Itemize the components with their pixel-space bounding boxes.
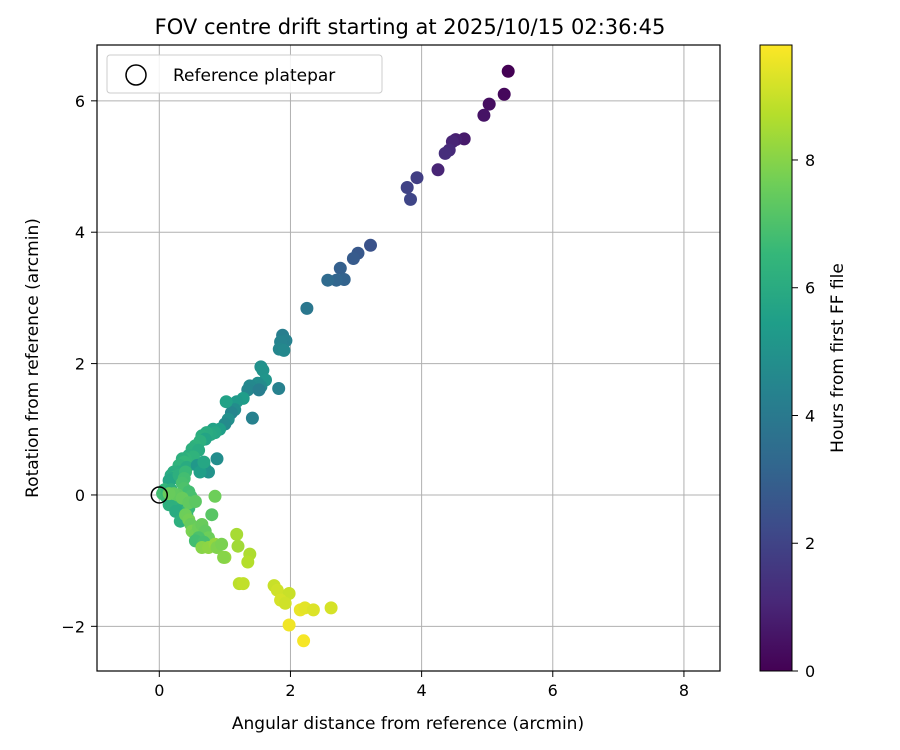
data-point	[278, 596, 292, 610]
data-point	[188, 495, 202, 508]
data-point	[272, 382, 286, 395]
data-point	[208, 489, 222, 503]
data-point	[193, 465, 207, 479]
legend: Reference platepar	[106, 54, 383, 94]
data-point	[438, 146, 452, 160]
colorbar	[759, 44, 793, 672]
x-tick-label: 8	[679, 681, 689, 700]
data-point	[219, 395, 233, 409]
data-point	[321, 273, 335, 287]
data-point	[497, 87, 511, 101]
data-point	[501, 64, 515, 78]
data-point	[297, 634, 311, 648]
x-tick-label: 2	[285, 681, 295, 700]
data-points	[156, 64, 515, 648]
x-axis-ticks: 0 2 4 6 8	[154, 671, 689, 700]
data-point	[231, 539, 245, 553]
data-point	[300, 301, 314, 315]
data-point	[346, 252, 360, 265]
y-axis-ticks: −2 0 2 4 6	[61, 92, 97, 636]
y-tick-label: 4	[75, 223, 85, 242]
data-point	[410, 171, 424, 185]
data-point	[306, 603, 320, 617]
colorbar-tick-label: 4	[805, 406, 815, 425]
data-point	[477, 108, 491, 122]
data-point	[270, 583, 284, 597]
y-tick-label: 2	[75, 355, 85, 374]
colorbar-tick-label: 6	[805, 279, 815, 298]
y-tick-label: 0	[75, 486, 85, 505]
data-point	[400, 181, 414, 194]
y-tick-label: 6	[75, 92, 85, 111]
data-point	[482, 97, 496, 111]
colorbar-tick-label: 0	[805, 662, 815, 681]
data-point	[241, 555, 255, 569]
colorbar-tick-label: 8	[805, 151, 815, 170]
colorbar-ticks: 0 2 4 6 8	[792, 151, 815, 681]
data-point	[230, 527, 244, 541]
data-point	[236, 577, 250, 591]
chart-title: FOV centre drift starting at 2025/10/15 …	[155, 15, 666, 39]
data-point	[205, 508, 219, 522]
data-point	[431, 163, 445, 177]
data-point	[252, 383, 266, 397]
data-point	[217, 550, 231, 564]
data-point	[324, 601, 338, 615]
x-axis-label: Angular distance from reference (arcmin)	[232, 714, 584, 734]
data-point	[282, 618, 296, 632]
legend-box	[106, 54, 383, 94]
x-tick-label: 0	[154, 681, 164, 700]
legend-marker-icon	[125, 64, 147, 86]
reference-marker	[150, 486, 169, 504]
data-point	[277, 343, 291, 357]
data-point	[256, 363, 270, 377]
colorbar-tick-label: 2	[805, 534, 815, 553]
legend-label: Reference platepar	[173, 66, 335, 86]
grid-lines	[97, 45, 720, 671]
x-tick-label: 6	[548, 681, 558, 700]
data-point	[333, 261, 347, 275]
data-point	[364, 238, 377, 252]
plot-frame	[96, 44, 721, 672]
data-point	[245, 411, 259, 425]
colorbar-label: Hours from first FF file	[828, 263, 848, 453]
data-point	[215, 537, 229, 551]
x-tick-label: 4	[417, 681, 427, 700]
data-point	[404, 192, 417, 206]
y-axis-label: Rotation from reference (arcmin)	[23, 218, 43, 498]
y-tick-label: −2	[61, 617, 85, 636]
data-point	[210, 452, 224, 466]
data-point	[197, 455, 211, 469]
data-point	[169, 504, 183, 518]
